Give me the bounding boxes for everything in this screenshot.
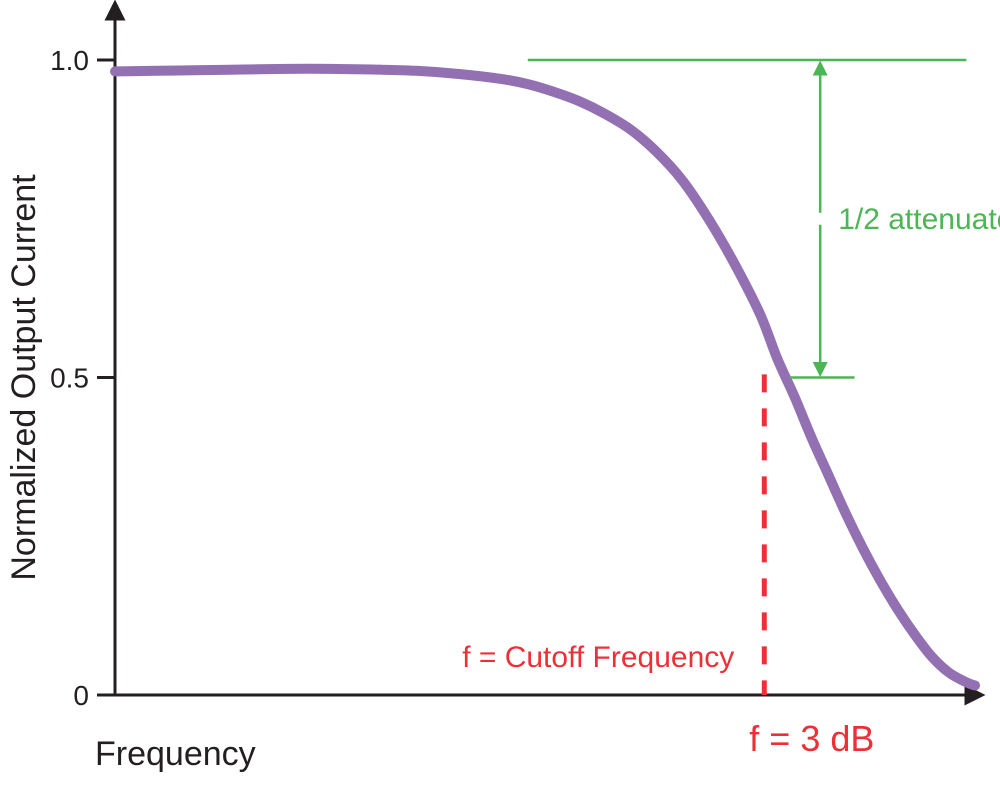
cutoff-label-top: f = Cutoff Frequency [462, 641, 734, 674]
y-tick-label: 0.5 [50, 363, 89, 394]
y-tick-label: 0 [73, 680, 89, 711]
cutoff-label-bottom: f = 3 dB [749, 718, 874, 759]
y-ticks: 0 0.5 1.0 [50, 45, 115, 711]
attenuation-label: 1/2 attenuated [838, 203, 1000, 236]
y-axis-label: Normalized Output Current [5, 174, 43, 581]
y-tick-label: 1.0 [50, 45, 89, 76]
x-axis-label: Frequency [95, 735, 256, 773]
frequency-response-chart: 0 0.5 1.0 Normalized Output Current Freque… [0, 0, 1000, 800]
